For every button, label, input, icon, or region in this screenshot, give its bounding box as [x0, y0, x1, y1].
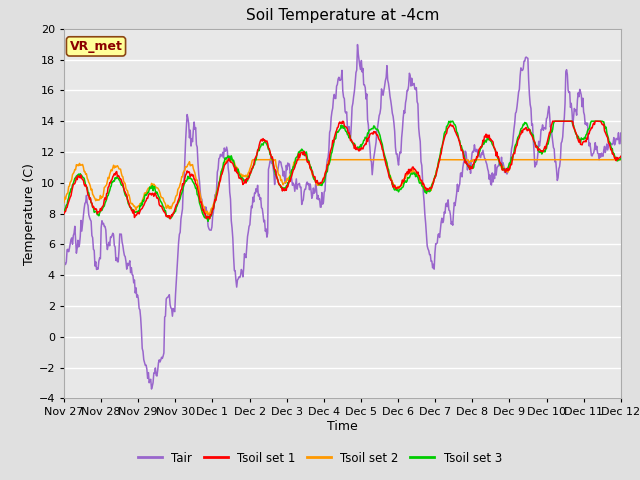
Y-axis label: Temperature (C): Temperature (C)	[22, 163, 36, 264]
X-axis label: Time: Time	[327, 420, 358, 433]
Title: Soil Temperature at -4cm: Soil Temperature at -4cm	[246, 9, 439, 24]
Legend: Tair, Tsoil set 1, Tsoil set 2, Tsoil set 3: Tair, Tsoil set 1, Tsoil set 2, Tsoil se…	[134, 447, 506, 469]
Text: VR_met: VR_met	[70, 40, 122, 53]
